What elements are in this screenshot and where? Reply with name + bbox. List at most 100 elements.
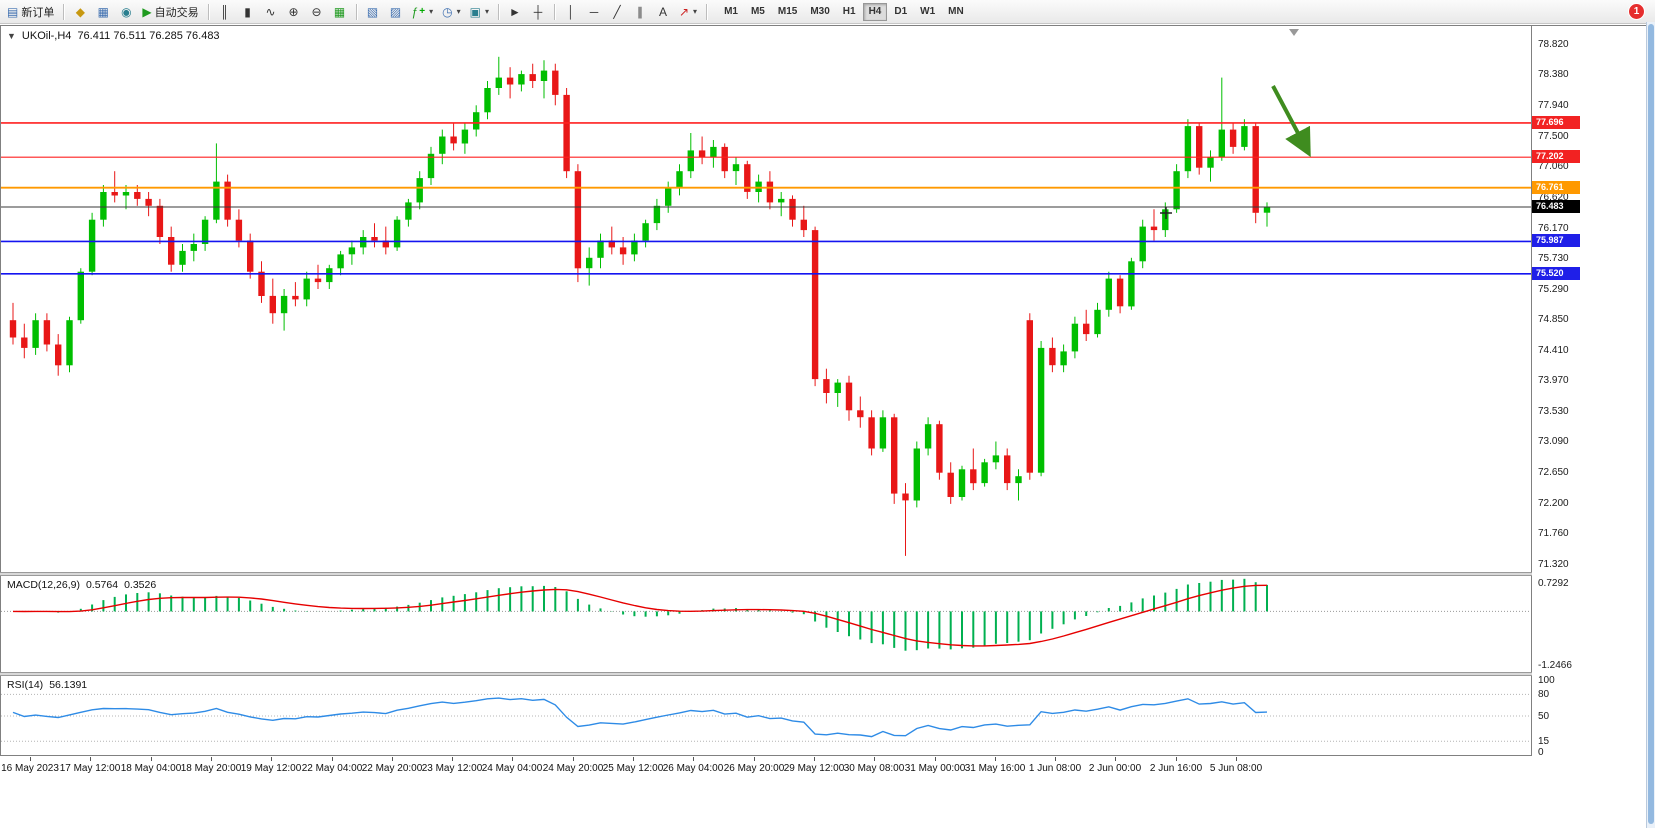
scrollbar-thumb[interactable] bbox=[1648, 24, 1654, 824]
price-axis-label: 78.820 bbox=[1538, 39, 1569, 50]
price-axis-label: 77.940 bbox=[1538, 100, 1569, 111]
chart-shift-marker[interactable] bbox=[1289, 29, 1299, 36]
time-axis-tick bbox=[512, 757, 513, 761]
panel-splitter[interactable] bbox=[0, 672, 1646, 676]
timeframe-m15[interactable]: M15 bbox=[772, 3, 803, 21]
time-axis-tick bbox=[30, 757, 31, 761]
timeframe-h1[interactable]: H1 bbox=[837, 3, 862, 21]
horizontal-lines[interactable] bbox=[1, 122, 1531, 275]
time-axis-label: 1 Jun 08:00 bbox=[1028, 763, 1082, 774]
chart-symbol-period: UKOil-,H4 bbox=[21, 30, 72, 42]
navigator-icon: ◉ bbox=[121, 4, 132, 19]
time-axis-label: 22 May 04:00 bbox=[301, 763, 363, 774]
panel-splitter[interactable] bbox=[0, 572, 1646, 576]
bar-chart-button[interactable]: ║ bbox=[214, 2, 236, 22]
timeframe-toolbar: M1 M5 M15 M30 H1 H4 D1 W1 MN bbox=[718, 2, 970, 21]
trendline-tool-button[interactable]: ╱ bbox=[606, 2, 628, 22]
crosshair-tool-button[interactable]: ┼ bbox=[527, 2, 549, 22]
time-axis[interactable]: 16 May 2023 17 May 12:00 18 May 04:00 18 Ma… bbox=[0, 757, 1646, 783]
profile-button[interactable]: ◆ bbox=[69, 2, 91, 22]
line-chart-button[interactable]: ∿ bbox=[260, 2, 282, 22]
time-axis-label: 31 May 16:00 bbox=[964, 763, 1026, 774]
macd-indicator-panel[interactable] bbox=[1, 576, 1531, 672]
time-axis-label: 19 May 12:00 bbox=[240, 763, 302, 774]
candlestick-chart-button[interactable]: ▮ bbox=[237, 2, 259, 22]
trendline-icon: ╱ bbox=[613, 4, 621, 19]
timeframe-d1[interactable]: D1 bbox=[888, 3, 913, 21]
time-axis-tick bbox=[90, 757, 91, 761]
time-axis-tick bbox=[392, 757, 393, 761]
time-axis-tick bbox=[332, 757, 333, 761]
macd-axis-min: -1.2466 bbox=[1538, 660, 1572, 671]
candles bbox=[9, 56, 1271, 556]
time-axis-label: 26 May 20:00 bbox=[723, 763, 785, 774]
channel-tool-button[interactable]: ∥ bbox=[629, 2, 651, 22]
notification-badge[interactable]: 1 bbox=[1629, 4, 1644, 19]
rsi-levels bbox=[1, 693, 1531, 742]
vertical-line-tool-button[interactable]: │ bbox=[560, 2, 582, 22]
separator bbox=[355, 3, 357, 20]
timeframe-m5[interactable]: M5 bbox=[745, 3, 771, 21]
time-axis-tick bbox=[1055, 757, 1056, 761]
arrows-tool-button[interactable]: ↗ ▾ bbox=[675, 2, 701, 22]
horizontal-line-icon: ─ bbox=[589, 4, 599, 19]
time-axis-tick bbox=[814, 757, 815, 761]
rsi-axis-label: 80 bbox=[1538, 689, 1550, 700]
candlestick-chart-icon: ▮ bbox=[244, 4, 251, 19]
macd-main-value: 0.5764 bbox=[85, 579, 119, 591]
rsi-axis-label: 100 bbox=[1538, 675, 1555, 686]
templates-button[interactable]: ▣ ▾ bbox=[466, 2, 493, 22]
rsi-axis-label: 15 bbox=[1538, 736, 1550, 747]
profile-icon: ◆ bbox=[75, 4, 85, 19]
macd-label: MACD(12,26,9) 0.5764 0.3526 bbox=[7, 579, 156, 591]
time-axis-label: 26 May 04:00 bbox=[662, 763, 724, 774]
time-axis-tick bbox=[452, 757, 453, 761]
market-watch-button[interactable]: ▦ bbox=[92, 2, 114, 22]
zoom-in-icon: ⊕ bbox=[288, 4, 299, 19]
periods-button[interactable]: ◷ ▾ bbox=[438, 2, 465, 22]
rsi-indicator-panel[interactable] bbox=[1, 676, 1531, 756]
zoom-out-button[interactable]: ⊖ bbox=[306, 2, 328, 22]
tile-windows-icon: ▦ bbox=[333, 4, 346, 19]
chart-marker-plus bbox=[1160, 207, 1172, 219]
new-order-button[interactable]: ▤ 新订单 bbox=[3, 2, 58, 22]
horizontal-line-tool-button[interactable]: ─ bbox=[583, 2, 605, 22]
new-order-label: 新订单 bbox=[21, 6, 55, 19]
chevron-down-icon: ▾ bbox=[484, 7, 489, 16]
timeframe-m30[interactable]: M30 bbox=[804, 3, 835, 21]
macd-indicator-name: MACD(12,26,9) bbox=[7, 579, 80, 591]
rsi-value: 56.1391 bbox=[49, 679, 88, 691]
text-tool-button[interactable]: A bbox=[652, 2, 674, 22]
zoom-in-button[interactable]: ⊕ bbox=[283, 2, 305, 22]
time-axis-label: 2 Jun 16:00 bbox=[1149, 763, 1203, 774]
navigator-button[interactable]: ◉ bbox=[115, 2, 137, 22]
trend-arrow[interactable] bbox=[1271, 85, 1311, 158]
time-axis-label: 31 May 00:00 bbox=[904, 763, 966, 774]
time-axis-tick bbox=[1115, 757, 1116, 761]
time-axis-tick bbox=[151, 757, 152, 761]
cursor-tool-button[interactable]: ► bbox=[504, 2, 526, 22]
time-axis-label: 24 May 20:00 bbox=[542, 763, 604, 774]
arrange-charts-button[interactable]: ▧ bbox=[362, 2, 384, 22]
time-axis-label: 30 May 08:00 bbox=[843, 763, 905, 774]
cascade-charts-button[interactable]: ▨ bbox=[385, 2, 407, 22]
indicators-button[interactable]: ƒ + ▾ bbox=[408, 2, 438, 22]
vertical-scrollbar[interactable] bbox=[1646, 22, 1655, 828]
auto-trading-button[interactable]: ▶ 自动交易 bbox=[138, 2, 202, 22]
price-tag-77.202: 77.202 bbox=[1532, 150, 1580, 163]
timeframe-m1[interactable]: M1 bbox=[718, 3, 744, 21]
timeframe-mn[interactable]: MN bbox=[942, 3, 970, 21]
time-axis-label: 23 May 12:00 bbox=[421, 763, 483, 774]
time-axis-tick bbox=[995, 757, 996, 761]
main-chart-area[interactable] bbox=[1, 26, 1531, 572]
one-click-trading-icon[interactable]: ▼ bbox=[7, 31, 16, 41]
periods-clock-icon: ◷ bbox=[442, 4, 453, 19]
cursor-icon: ► bbox=[509, 4, 521, 19]
time-axis-label: 5 Jun 08:00 bbox=[1209, 763, 1263, 774]
timeframe-h4[interactable]: H4 bbox=[862, 2, 888, 21]
new-order-icon: ▤ bbox=[7, 4, 19, 19]
timeframe-w1[interactable]: W1 bbox=[914, 3, 941, 21]
tile-windows-button[interactable]: ▦ bbox=[329, 2, 351, 22]
price-axis[interactable]: 78.820 78.380 77.940 77.500 77.060 76.620 76.1… bbox=[1532, 26, 1646, 758]
